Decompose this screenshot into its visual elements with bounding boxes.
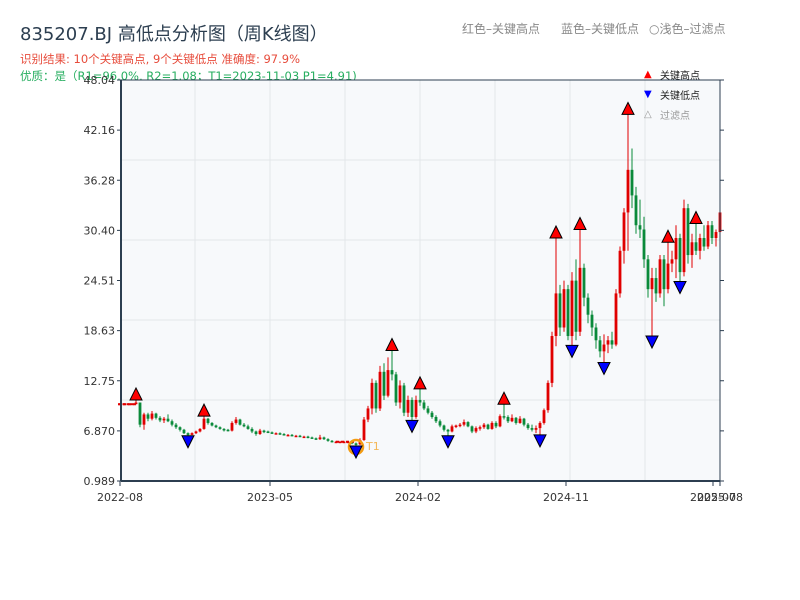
legend-label: 关键高点	[660, 70, 700, 82]
axes: 0.989 6.870 12.75 18.63 24.51 30.40 36.28 42.16…	[84, 74, 743, 504]
svg-text:36.28: 36.28	[84, 174, 116, 187]
legend-label: 过滤点	[660, 110, 690, 122]
svg-text:2025-07: 2025-07	[690, 491, 736, 504]
candles	[118, 114, 722, 446]
svg-text:2024-02: 2024-02	[395, 491, 441, 504]
key-point-markers: T1	[129, 101, 703, 460]
legend-item-low: ▼ 关键低点	[644, 84, 700, 104]
svg-text:2024-11: 2024-11	[543, 491, 589, 504]
legend-item-high: ▲ 关键高点	[644, 64, 700, 84]
svg-text:12.75: 12.75	[84, 375, 116, 388]
svg-text:6.870: 6.870	[84, 425, 116, 438]
triangle-outline-icon: △	[644, 108, 652, 120]
svg-text:T1: T1	[365, 440, 380, 453]
legend-label: 关键低点	[660, 90, 700, 102]
result-summary: 识别结果: 10个关键高点, 9个关键低点 准确度: 97.9%	[20, 52, 301, 66]
triangle-down-icon: ▼	[644, 88, 652, 100]
svg-text:18.63: 18.63	[84, 325, 116, 338]
svg-text:2025-08: 2025-08	[697, 491, 743, 504]
chart-legend: ▲ 关键高点 ▼ 关键低点 △ 过滤点	[644, 64, 700, 124]
chart-title: 835207.BJ 高低点分析图（周K线图）	[20, 24, 328, 45]
top-legend-red: 红色–关键高点	[462, 22, 541, 36]
svg-text:48.04: 48.04	[84, 74, 116, 87]
top-legend-light: ○浅色–过滤点	[649, 22, 726, 36]
top-legend-blue: 蓝色–关键低点	[561, 22, 640, 36]
legend-item-filtered: △ 过滤点	[644, 104, 700, 124]
svg-text:30.40: 30.40	[84, 224, 116, 237]
svg-text:42.16: 42.16	[84, 124, 116, 137]
svg-text:2023-05: 2023-05	[247, 491, 293, 504]
triangle-up-icon: ▲	[644, 68, 652, 80]
svg-text:0.989: 0.989	[84, 475, 116, 488]
svg-text:24.51: 24.51	[84, 275, 116, 288]
svg-text:2022-08: 2022-08	[97, 491, 143, 504]
